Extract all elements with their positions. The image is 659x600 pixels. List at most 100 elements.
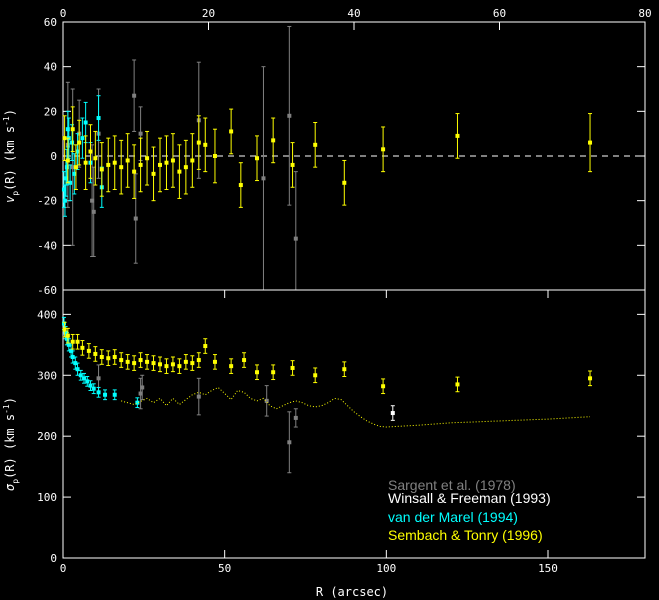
data-point (455, 382, 460, 387)
top-ytick-label: -40 (37, 239, 57, 252)
top-axis-tick-label: 60 (493, 7, 506, 20)
data-point (455, 133, 460, 138)
data-point (86, 348, 91, 353)
data-point (170, 362, 175, 367)
bottom-ylabel-rest: (R) (km s (3, 414, 17, 479)
xtick-label: 0 (60, 562, 67, 575)
data-point (70, 127, 75, 132)
data-point (170, 158, 175, 163)
data-point (62, 198, 67, 203)
data-point (112, 160, 117, 165)
top-series-2 (62, 106, 593, 208)
data-point (125, 359, 130, 364)
data-point (91, 386, 96, 391)
data-point (106, 356, 111, 361)
data-point (99, 167, 104, 172)
data-point (78, 373, 83, 378)
data-point (65, 333, 70, 338)
data-point (238, 183, 243, 188)
data-point (70, 339, 75, 344)
bottom-series-3 (62, 321, 593, 395)
data-point (93, 156, 98, 161)
top-ylabel-main: v (3, 195, 17, 203)
data-point (196, 140, 201, 145)
top-axis-tick-label: 80 (638, 7, 651, 20)
data-point (264, 398, 269, 403)
data-point (212, 154, 217, 158)
data-point (75, 339, 80, 344)
data-point (261, 176, 266, 181)
top-axis-tick-label: 0 (60, 7, 67, 20)
data-point (119, 358, 124, 363)
top-ylabel-close: ) (3, 109, 17, 116)
top-ylabel-sup: -1 (2, 116, 11, 126)
bottom-ytick-label: 200 (37, 430, 57, 443)
data-point (287, 113, 292, 118)
data-point (106, 162, 111, 167)
data-point (164, 160, 169, 165)
data-point (381, 384, 386, 389)
data-point (177, 169, 182, 174)
data-point (287, 440, 292, 445)
data-point (196, 394, 201, 399)
top-axis-tick-label: 40 (347, 7, 360, 20)
data-point (255, 370, 259, 375)
bottom-panel-xlabel: R (arcsec) (316, 585, 388, 599)
data-point (125, 158, 130, 163)
data-point (65, 127, 70, 132)
data-point (138, 131, 143, 136)
data-point (72, 171, 77, 176)
data-point (212, 359, 217, 364)
bottom-ytick-label: 100 (37, 491, 57, 504)
data-point (70, 355, 75, 359)
data-point (151, 361, 156, 366)
data-point (112, 392, 117, 397)
top-ytick-label: 20 (44, 105, 57, 118)
bottom-ytick-label: 300 (37, 369, 57, 382)
data-point (135, 400, 140, 405)
data-point (75, 149, 80, 154)
data-point (158, 362, 162, 367)
data-point (138, 358, 143, 363)
bottom-panel-frame (62, 289, 646, 559)
data-point (164, 364, 169, 369)
data-point (313, 373, 318, 378)
data-point (83, 160, 88, 165)
data-point (88, 383, 93, 388)
top-ytick-label: -60 (37, 284, 57, 297)
data-point (293, 415, 298, 420)
data-point (63, 176, 68, 181)
data-point (255, 156, 259, 161)
data-point (91, 209, 96, 214)
top-axis-tick-label: 20 (202, 7, 215, 20)
data-point (61, 187, 66, 192)
data-point (66, 342, 71, 347)
data-point (145, 156, 150, 161)
bottom-series-1 (390, 405, 395, 421)
data-point (73, 361, 78, 366)
top-ytick-label: -20 (37, 195, 57, 208)
data-point (132, 93, 137, 98)
xtick-label: 100 (376, 562, 396, 575)
data-point (112, 355, 117, 359)
data-point (77, 140, 82, 145)
bottom-ylabel-sub: p (11, 479, 20, 484)
bottom-panel: 0 100 200 300 400 0 50 100 150 (37, 289, 646, 575)
data-point (80, 345, 85, 350)
data-point (158, 162, 162, 167)
data-point (183, 359, 188, 364)
data-point (119, 165, 124, 170)
data-point (151, 171, 156, 176)
data-point (70, 165, 75, 170)
data-point (103, 392, 108, 397)
data-point (88, 149, 93, 154)
top-series-0 (65, 25, 298, 291)
data-point (85, 379, 90, 384)
xtick-label: 150 (538, 562, 558, 575)
data-point (61, 321, 66, 326)
data-point (70, 140, 75, 145)
top-ytick-label: 40 (44, 61, 57, 74)
bottom-panel-ylabel: σp(R) (km s-1) (2, 397, 20, 491)
